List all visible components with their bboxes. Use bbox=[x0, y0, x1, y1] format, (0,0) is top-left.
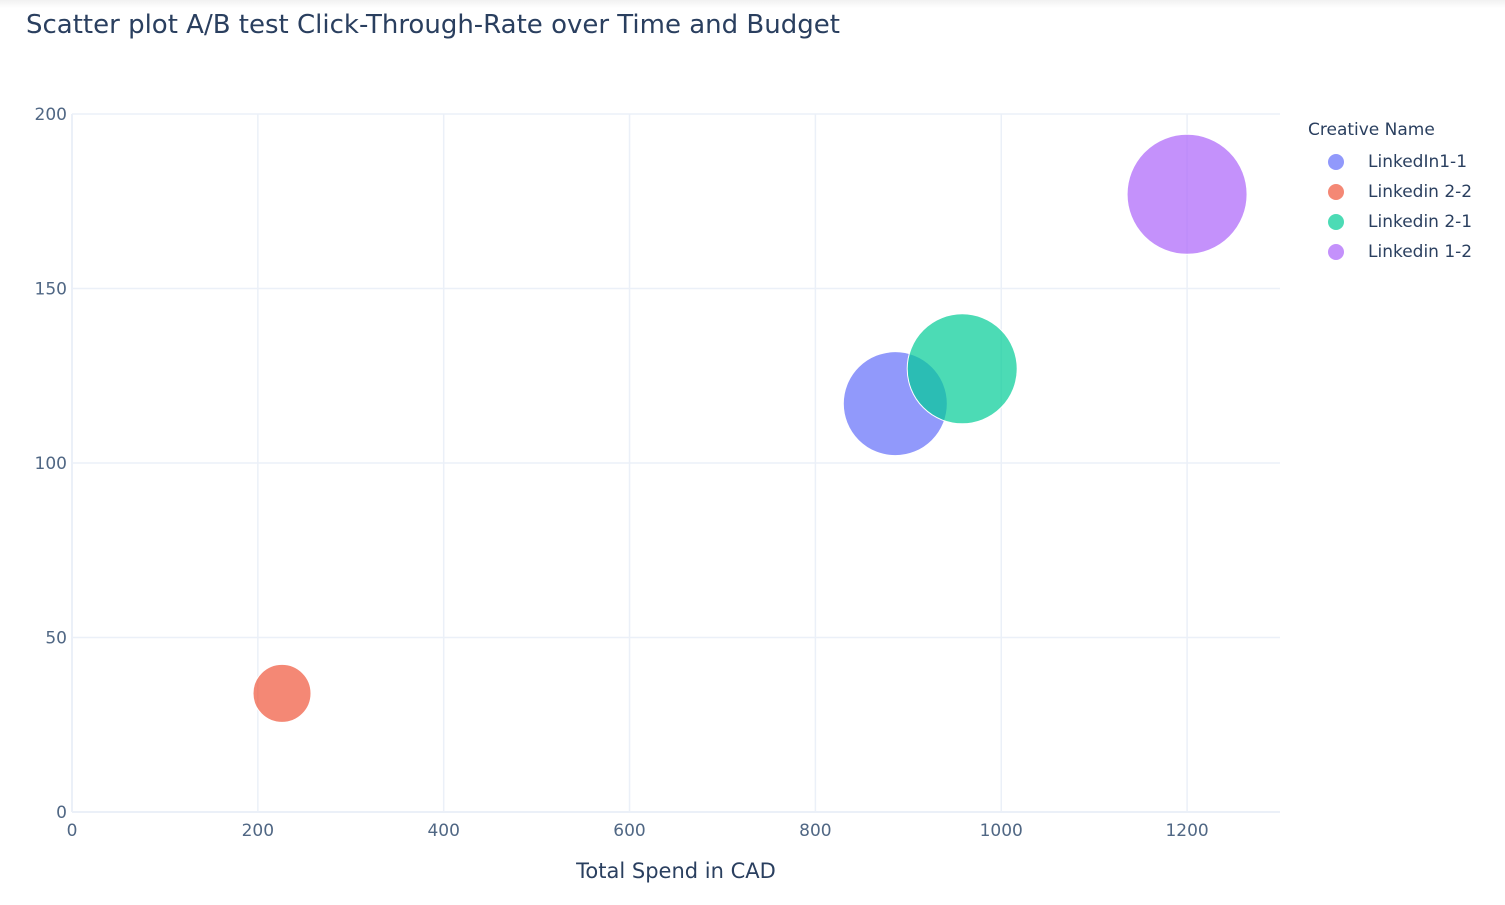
x-axis-title: Total Spend in CAD bbox=[575, 859, 776, 883]
y-tick-label: 150 bbox=[35, 280, 67, 300]
chart-title: Scatter plot A/B test Click-Through-Rate… bbox=[26, 10, 840, 40]
x-tick-label: 600 bbox=[613, 821, 645, 841]
legend-item-2[interactable]: Linkedin 2-2 bbox=[1308, 177, 1472, 207]
x-tick-label: 1000 bbox=[980, 821, 1023, 841]
legend-swatch bbox=[1328, 214, 1344, 230]
markers bbox=[252, 133, 1248, 723]
legend-label: LinkedIn1-1 bbox=[1368, 152, 1468, 172]
y-axis-ticks: 0 50 100 150 200 bbox=[35, 105, 67, 823]
legend-swatch bbox=[1328, 184, 1344, 200]
y-tick-label: 50 bbox=[45, 629, 67, 649]
data-point-4 bbox=[1126, 133, 1248, 255]
x-axis-ticks: 0 200 400 600 800 1000 1200 bbox=[67, 821, 1209, 841]
legend-items: LinkedIn1-1 Linkedin 2-2 Linkedin 2-1 Linke… bbox=[1308, 147, 1472, 267]
legend-item-3[interactable]: Linkedin 2-1 bbox=[1308, 207, 1472, 237]
x-tick-label: 200 bbox=[242, 821, 274, 841]
legend-title: Creative Name bbox=[1308, 120, 1435, 140]
y-tick-label: 100 bbox=[35, 454, 67, 474]
grid bbox=[71, 113, 1280, 813]
legend-label: Linkedin 1-2 bbox=[1368, 242, 1473, 262]
y-tick-label: 200 bbox=[35, 105, 67, 125]
y-tick-label: 0 bbox=[56, 803, 67, 823]
top-shade bbox=[0, 0, 1505, 8]
x-tick-label: 0 bbox=[67, 821, 78, 841]
data-point-3 bbox=[906, 313, 1018, 425]
legend-item-1[interactable]: LinkedIn1-1 bbox=[1308, 147, 1472, 177]
legend-swatch bbox=[1328, 154, 1344, 170]
legend-label: Linkedin 2-1 bbox=[1368, 212, 1473, 232]
x-tick-label: 800 bbox=[799, 821, 831, 841]
legend-label: Linkedin 2-2 bbox=[1368, 182, 1473, 202]
legend-item-4[interactable]: Linkedin 1-2 bbox=[1308, 237, 1472, 267]
x-tick-label: 400 bbox=[427, 821, 459, 841]
legend-swatch bbox=[1328, 244, 1344, 260]
data-point-2 bbox=[252, 663, 312, 723]
x-tick-label: 1200 bbox=[1165, 821, 1208, 841]
legend: Creative Name LinkedIn1-1 Linkedin 2-2 Lin… bbox=[1308, 120, 1472, 267]
